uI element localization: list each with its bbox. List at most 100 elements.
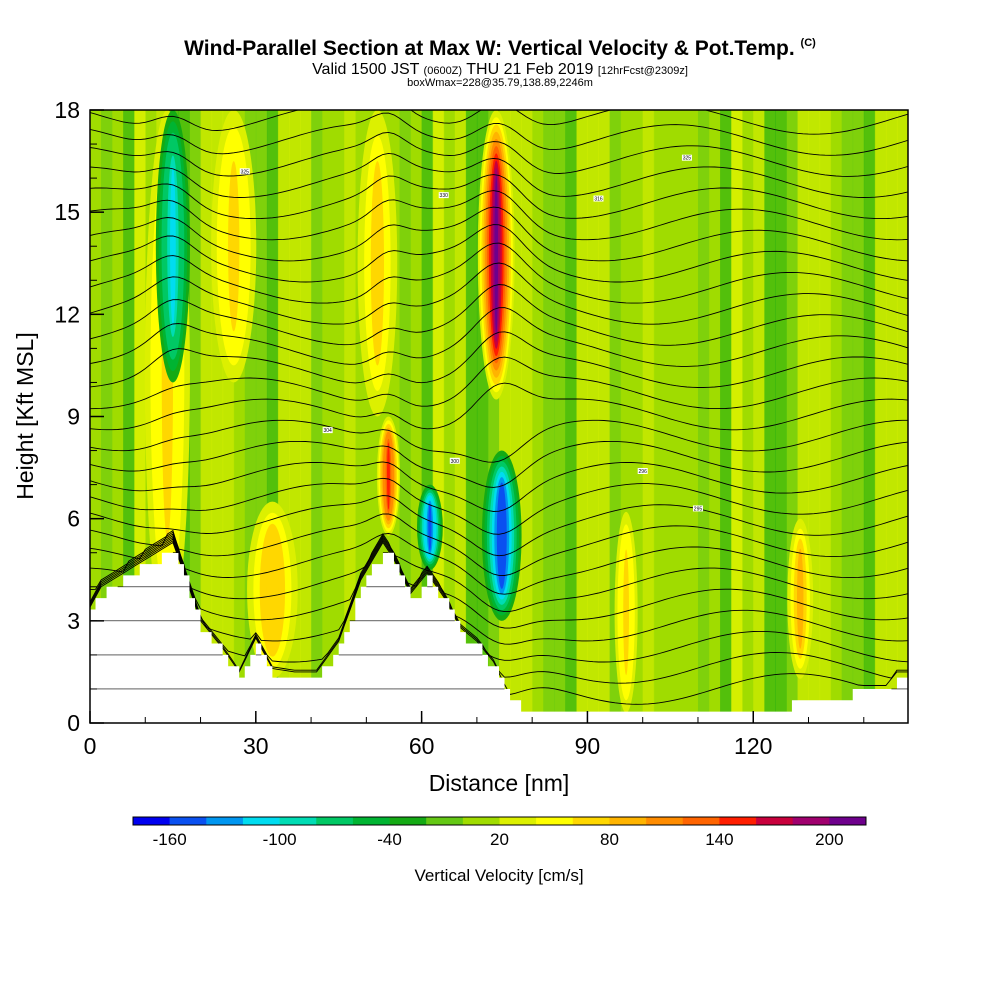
field-band — [322, 110, 334, 723]
copyright-mark: (C) — [800, 37, 816, 49]
colorbar-swatch — [756, 817, 793, 825]
field-band — [764, 110, 776, 723]
isentrope-line — [90, 206, 908, 262]
isentrope-label: 296 — [639, 469, 648, 475]
colorbar-swatch — [682, 817, 720, 825]
isentrope-label: 304 — [323, 428, 332, 434]
velocity-feature-10 — [796, 548, 804, 649]
field-band — [211, 110, 224, 723]
field-band — [233, 110, 246, 723]
isentrope-line — [90, 536, 908, 645]
colorbar-swatch — [462, 817, 500, 825]
colorbar-swatch — [572, 817, 610, 825]
field-band — [465, 110, 478, 723]
colorbar-swatch — [279, 817, 317, 825]
forecast-info: [12hrFcst@2309z] — [597, 65, 688, 77]
isentrope-line — [90, 419, 908, 463]
colorbar: -160 -100 -40 20 80 140 200 — [132, 816, 867, 849]
x-tick-label: 60 — [409, 733, 435, 759]
velocity-feature-3 — [266, 534, 279, 646]
isentrope-label: 330 — [440, 193, 449, 199]
isentrope-label-bg — [681, 154, 692, 161]
field-band — [101, 110, 113, 723]
field-band — [543, 110, 555, 723]
field-band — [222, 110, 235, 723]
axis-ticks: 0 30 60 90 120 0 3 6 9 12 15 18 — [54, 97, 865, 759]
field-band — [686, 110, 699, 723]
field-band — [598, 110, 611, 723]
velocity-feature-9 — [623, 549, 630, 676]
colorbar-swatch — [829, 817, 867, 825]
colorbar-swatch — [316, 817, 354, 825]
field-band — [896, 110, 908, 723]
isentrope-line — [90, 495, 908, 557]
isentrope-label-bg — [593, 195, 604, 202]
isentrope-label-bg — [239, 168, 250, 175]
field-band — [554, 110, 566, 723]
field-band — [620, 110, 633, 723]
velocity-field — [90, 110, 908, 723]
field-band — [366, 110, 378, 723]
field-band — [720, 110, 732, 723]
velocity-feature-2 — [228, 161, 240, 332]
y-tick-label: 15 — [54, 199, 80, 225]
field-band — [399, 110, 412, 723]
field-band — [454, 110, 467, 723]
isentrope-line — [90, 224, 908, 283]
field-band — [421, 110, 434, 723]
isentrope-line — [90, 131, 908, 177]
valid-time: Valid 1500 JST — [312, 61, 420, 78]
isentrope-line — [90, 531, 908, 595]
field-band — [476, 110, 489, 723]
valid-date: THU 21 Feb 2019 — [466, 61, 594, 78]
field-band — [134, 110, 146, 723]
isentrope-label-bg — [692, 505, 703, 512]
field-band — [830, 110, 843, 723]
colorbar-swatch — [646, 817, 684, 825]
field-band — [742, 110, 754, 723]
chart-title-text: Wind-Parallel Section at Max W: Vertical… — [184, 37, 795, 60]
isentrope-line — [90, 477, 908, 535]
colorbar-tick-label: 20 — [490, 830, 509, 849]
isentrope-label: 300 — [451, 459, 460, 465]
isentrope-line — [90, 284, 908, 346]
field-band — [532, 110, 544, 723]
field-band — [565, 110, 577, 723]
isentrope-line — [90, 190, 908, 241]
velocity-feature-8 — [499, 487, 505, 584]
isentrope-label-bg — [322, 427, 333, 434]
isentrope-labels: 325 330 316 325 304 300 295 296 — [239, 154, 703, 512]
colorbar-swatch — [719, 817, 757, 825]
colorbar-swatch — [389, 817, 427, 825]
y-tick-label: 3 — [67, 608, 80, 634]
isentrope-label: 295 — [694, 506, 703, 512]
isentrope-label: 316 — [594, 197, 603, 203]
field-band — [775, 110, 787, 723]
box-info: boxWmax=228@35.79,138.89,2246m — [0, 77, 1000, 89]
field-band — [697, 110, 710, 723]
field-band — [675, 110, 688, 723]
isentrope-label-bg — [438, 192, 449, 199]
isentrope-line — [90, 262, 908, 325]
field-band — [244, 110, 257, 723]
colorbar-swatch — [169, 817, 207, 825]
field-band — [576, 110, 588, 723]
x-tick-label: 0 — [84, 733, 97, 759]
field-band — [631, 110, 644, 723]
field-band — [709, 110, 721, 723]
field-band — [753, 110, 765, 723]
field-band — [311, 110, 323, 723]
colorbar-swatch — [792, 817, 830, 825]
y-axis-label: Height [Kft MSL] — [12, 332, 38, 499]
velocity-feature-5 — [387, 442, 390, 510]
y-tick-label: 18 — [54, 97, 80, 123]
field-band — [255, 110, 268, 723]
y-tick-label: 12 — [54, 301, 80, 327]
field-band — [808, 110, 821, 723]
colorbar-swatch — [242, 817, 280, 825]
colorbar-swatch — [352, 817, 390, 825]
isentrope-line — [90, 461, 908, 512]
field-band — [266, 110, 279, 723]
field-band — [333, 110, 345, 723]
field-band — [189, 110, 202, 723]
